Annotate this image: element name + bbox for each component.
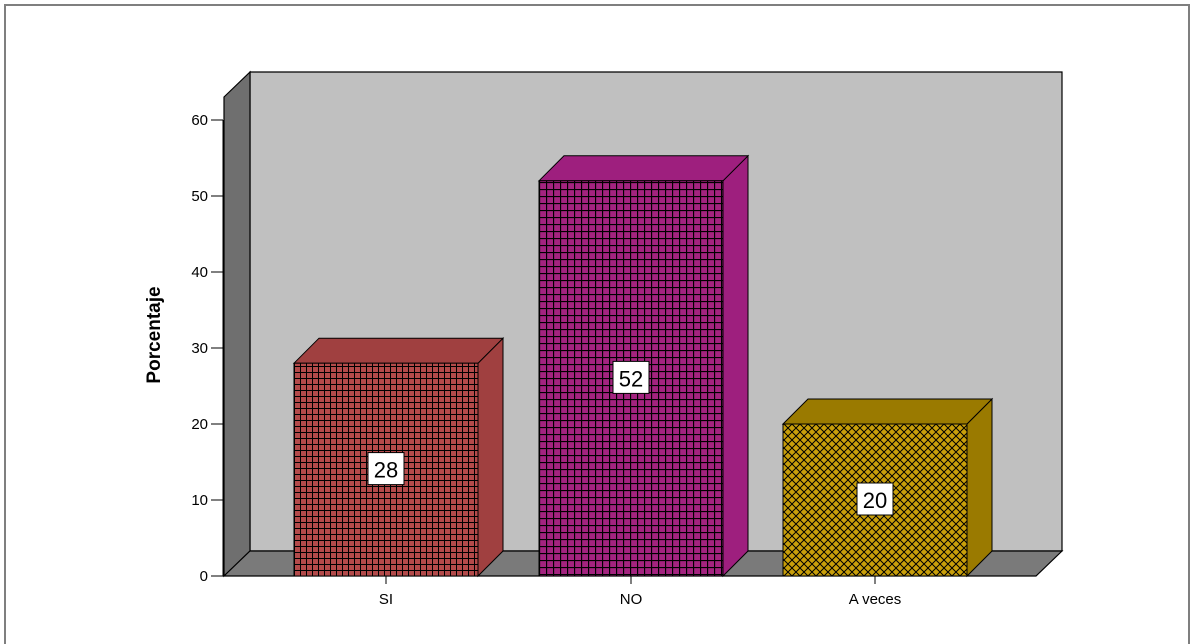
labels-group: 28 SI 52 NO 20 A veces — [367, 360, 902, 608]
y-tick-label: 60 — [191, 112, 208, 129]
data-label-text: 28 — [374, 458, 398, 483]
y-tick-label: 40 — [191, 264, 208, 281]
bars-group — [292, 154, 994, 578]
bar-top — [537, 155, 750, 182]
bar-a-veces — [781, 397, 994, 578]
data-label: 52 — [612, 360, 650, 394]
bar-side — [477, 336, 504, 578]
y-axis: 0 10 20 30 40 50 60 — [191, 112, 224, 585]
data-label-box — [612, 360, 650, 394]
bar-side — [722, 154, 749, 578]
data-label: 28 — [367, 452, 405, 486]
y-tick-label: 20 — [191, 416, 208, 433]
data-label-box — [367, 452, 405, 486]
bar-top — [781, 398, 994, 425]
chart-frame — [4, 4, 1190, 644]
bar-side — [966, 397, 993, 578]
y-tick-label: 50 — [191, 188, 208, 205]
data-label: 20 — [856, 482, 894, 516]
y-tick-label: 10 — [191, 492, 208, 509]
y-tick-label: 0 — [200, 568, 208, 585]
bar-top — [292, 337, 505, 364]
data-label-text: 52 — [619, 366, 643, 391]
data-label-text: 20 — [863, 488, 887, 513]
side-wall — [223, 70, 251, 578]
data-label-box — [856, 482, 894, 516]
x-category-label: SI — [379, 591, 393, 608]
bar-chart: 0 10 20 30 40 50 60 28 SI 52 NO 20 A veces Porcenta… — [144, 70, 1064, 608]
x-category-label: NO — [620, 591, 643, 608]
x-category-label: A veces — [849, 591, 902, 608]
y-axis-label: Porcentaje — [144, 286, 165, 383]
y-tick-label: 30 — [191, 340, 208, 357]
